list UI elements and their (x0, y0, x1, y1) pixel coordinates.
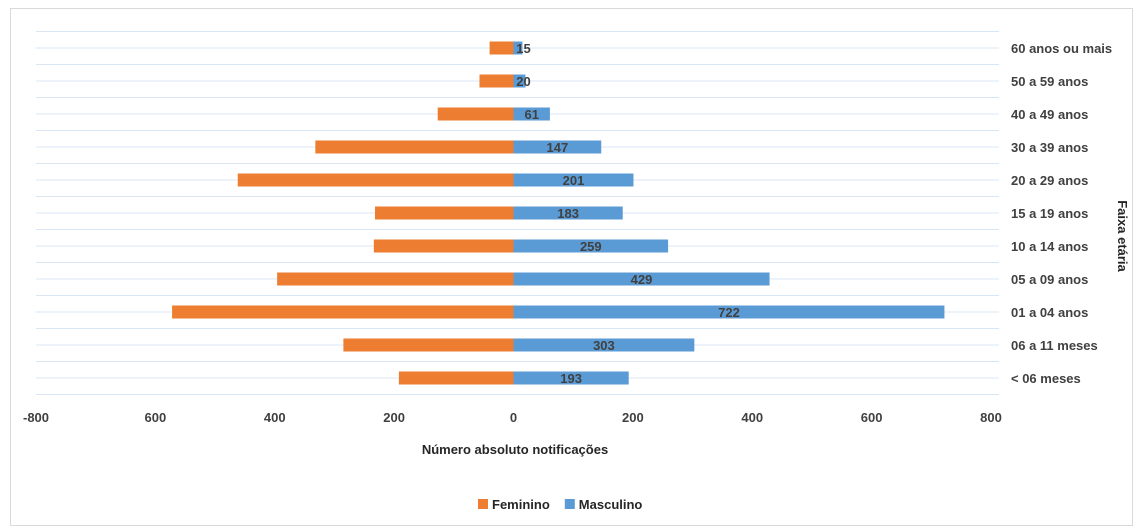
x-tick-label: 400 (264, 410, 286, 425)
bar-masculino (513, 41, 523, 55)
bar-masculino (513, 239, 669, 253)
x-axis-title: Número absoluto notificações (422, 442, 608, 457)
bar-feminino (373, 239, 514, 253)
x-tick-label: 600 (145, 410, 167, 425)
x-tick-label: -800 (23, 410, 49, 425)
bar-feminino (489, 41, 514, 55)
bar-feminino (343, 338, 514, 352)
category-label: < 06 meses (1011, 371, 1081, 386)
data-label: 15 (516, 41, 530, 56)
legend-label: Masculino (579, 497, 643, 512)
category-label: 10 a 14 anos (1011, 239, 1088, 254)
bars (172, 41, 945, 385)
x-tick-label: 400 (741, 410, 763, 425)
category-label: 60 anos ou mais (1011, 41, 1112, 56)
bar-masculino (513, 107, 550, 121)
legend-swatch (564, 499, 575, 509)
category-label: 01 a 04 anos (1011, 305, 1088, 320)
bar-feminino (237, 173, 514, 187)
data-label: 429 (631, 272, 653, 287)
legend-label: Feminino (492, 497, 550, 512)
data-label: 183 (557, 206, 579, 221)
data-label: 722 (718, 305, 740, 320)
bar-masculino (513, 371, 629, 385)
category-label: 40 a 49 anos (1011, 107, 1088, 122)
category-labels: < 06 meses 06 a 11 meses 01 a 04 anos 05 a … (1011, 41, 1112, 386)
bar-masculino (513, 338, 695, 352)
legend: Feminino Masculino (478, 497, 642, 512)
category-label: 50 a 59 anos (1011, 74, 1088, 89)
data-label: 20 (516, 74, 530, 89)
bar-feminino (315, 140, 514, 154)
data-label: 201 (563, 173, 585, 188)
bar-feminino (172, 305, 514, 319)
bar-masculino (513, 305, 945, 319)
bar-feminino (398, 371, 514, 385)
data-label: 303 (593, 338, 615, 353)
data-label: 193 (560, 371, 582, 386)
category-label: 06 a 11 meses (1011, 338, 1098, 353)
data-label: 147 (547, 140, 569, 155)
data-label: 259 (580, 239, 602, 254)
bar-feminino (375, 206, 514, 220)
x-tick-label: 600 (861, 410, 883, 425)
x-axis-ticks: -800 600 400 200 0 200 400 600 800 (23, 410, 1002, 425)
legend-swatch (478, 499, 488, 509)
bar-masculino (513, 206, 623, 220)
population-pyramid-chart: 193 303 722 429 259 183 201 147 61 20 15 -800 600 40… (23, 31, 1130, 512)
x-tick-label: 0 (510, 410, 517, 425)
data-label: 61 (524, 107, 538, 122)
y-axis-title: Faixa etária (1115, 200, 1130, 272)
x-tick-label: 200 (622, 410, 644, 425)
bar-masculino (513, 272, 770, 286)
bar-masculino (513, 140, 602, 154)
x-tick-label: 800 (980, 410, 1002, 425)
bar-masculino (513, 74, 526, 88)
x-tick-label: 200 (383, 410, 405, 425)
bar-masculino (513, 173, 634, 187)
bar-feminino (479, 74, 514, 88)
category-label: 15 a 19 anos (1011, 206, 1088, 221)
category-label: 20 a 29 anos (1011, 173, 1088, 188)
bar-feminino (437, 107, 514, 121)
category-label: 05 a 09 anos (1011, 272, 1088, 287)
bar-feminino (277, 272, 514, 286)
category-label: 30 a 39 anos (1011, 140, 1088, 155)
data-labels: 193 303 722 429 259 183 201 147 61 20 15 (516, 41, 740, 386)
chart-frame: 193 303 722 429 259 183 201 147 61 20 15 -800 600 40… (10, 8, 1133, 526)
